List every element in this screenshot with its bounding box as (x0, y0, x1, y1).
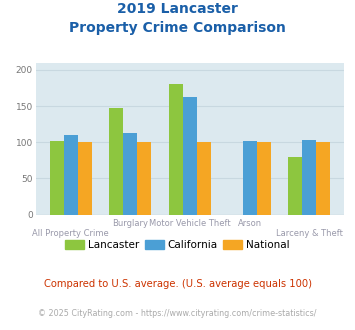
Text: Motor Vehicle Theft: Motor Vehicle Theft (149, 219, 231, 228)
Bar (302, 140, 316, 214)
Legend: Lancaster, California, National: Lancaster, California, National (61, 236, 294, 254)
Text: All Property Crime: All Property Crime (32, 229, 109, 238)
Bar (78, 142, 92, 214)
Bar (316, 142, 330, 214)
Text: Property Crime Comparison: Property Crime Comparison (69, 21, 286, 35)
Text: Burglary: Burglary (112, 219, 148, 228)
Text: © 2025 CityRating.com - https://www.cityrating.com/crime-statistics/: © 2025 CityRating.com - https://www.city… (38, 309, 317, 317)
Bar (123, 133, 137, 214)
Bar (183, 97, 197, 214)
Bar (242, 141, 257, 214)
Bar (137, 142, 151, 214)
Bar (50, 142, 64, 214)
Bar (109, 108, 123, 214)
Bar (64, 135, 78, 214)
Text: Compared to U.S. average. (U.S. average equals 100): Compared to U.S. average. (U.S. average … (44, 279, 311, 289)
Bar (288, 157, 302, 214)
Bar (197, 142, 211, 214)
Text: 2019 Lancaster: 2019 Lancaster (117, 2, 238, 16)
Bar (257, 142, 271, 214)
Bar (169, 84, 183, 214)
Text: Larceny & Theft: Larceny & Theft (276, 229, 343, 238)
Text: Arson: Arson (237, 219, 262, 228)
